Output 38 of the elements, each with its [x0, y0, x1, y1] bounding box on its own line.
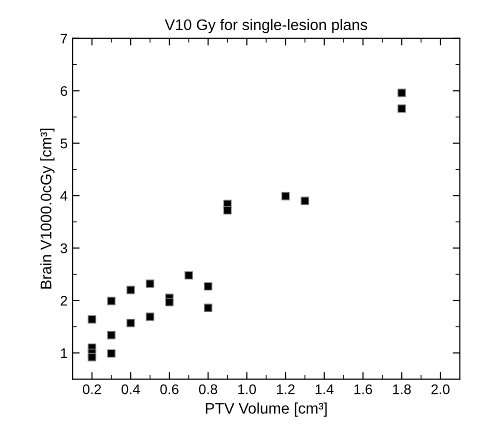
x-tick-label: 0.4 [122, 384, 140, 394]
x-axis-title: PTV Volume [cm³] [206, 402, 327, 417]
y-tick-label: 5 [60, 138, 68, 148]
point [88, 315, 96, 324]
x-tick-label: 1.8 [393, 384, 411, 394]
x-tick-label: 1.6 [354, 384, 372, 394]
y-tick-label: 6 [60, 86, 68, 96]
text: 1.0 [238, 384, 256, 394]
point [126, 318, 135, 328]
point [165, 298, 174, 306]
y-tick-label: 2 [60, 296, 68, 306]
chart-title: V10 Gy for single-lesion plans [164, 18, 368, 34]
y-tick-label: 3 [60, 243, 68, 254]
y-axis-title: Brain V1000.0cGy [cm³] [40, 128, 54, 289]
x-tick-label: 1.4 [316, 384, 334, 394]
x-tick-label: 0.2 [82, 384, 101, 394]
point [300, 196, 310, 206]
point [107, 330, 116, 340]
x-tick-label: 1.2 [276, 384, 295, 394]
x-tick-label: 0.6 [160, 384, 178, 394]
point [184, 271, 193, 280]
point [88, 352, 96, 362]
point [223, 206, 232, 215]
point [204, 304, 212, 312]
y-tick-label: 1 [61, 348, 68, 358]
point [397, 104, 406, 113]
point [397, 88, 406, 98]
text: 2.0 [431, 384, 450, 394]
point [107, 349, 116, 358]
y-tick-label: 7 [60, 34, 68, 44]
x-tick-label: 0.8 [199, 384, 218, 394]
point [204, 282, 212, 291]
point [126, 286, 135, 294]
point [107, 296, 116, 306]
point [281, 192, 290, 200]
point [146, 279, 154, 288]
point [146, 312, 154, 321]
y-tick-label: 4 [60, 191, 68, 201]
